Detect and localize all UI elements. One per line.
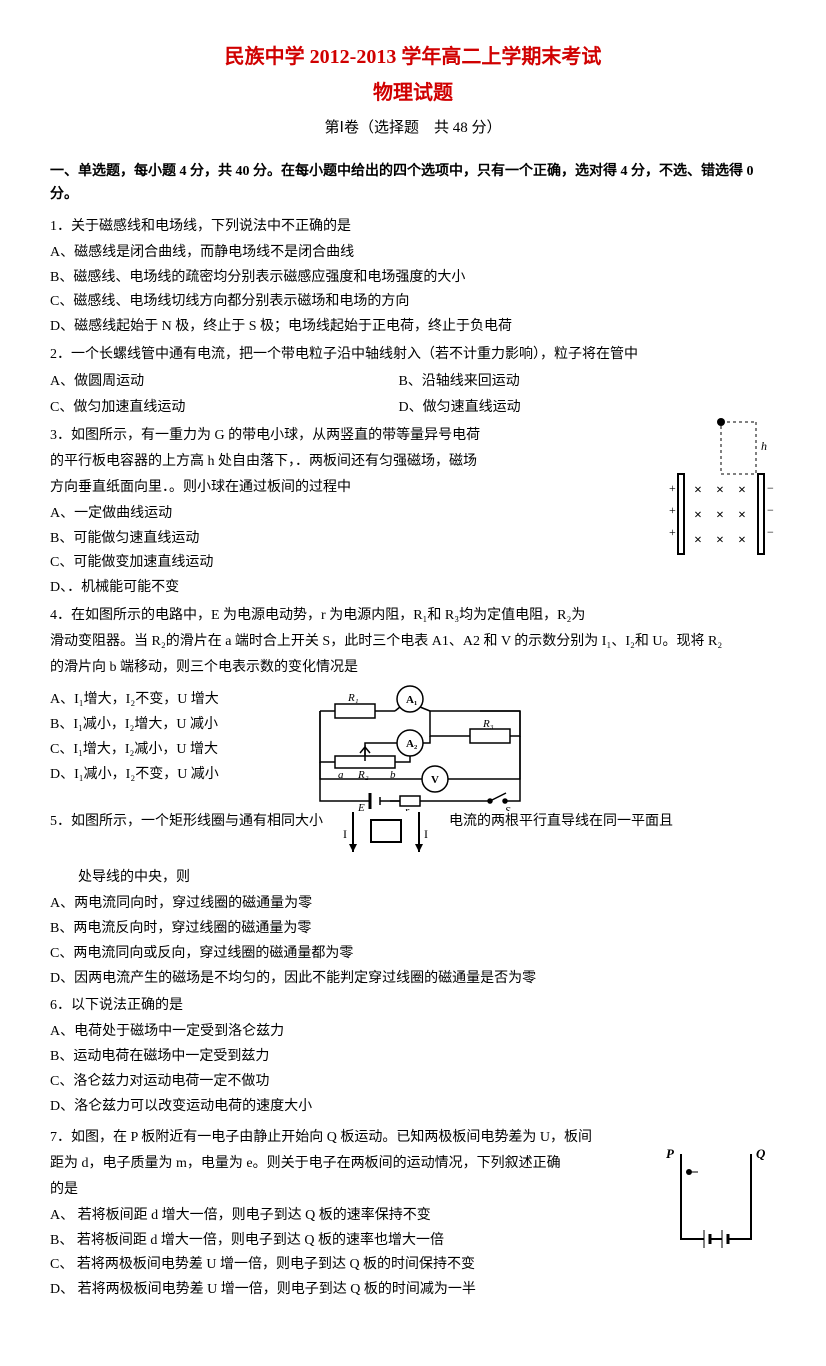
q3-opt-d: D、．机械能可能不变 bbox=[50, 576, 656, 600]
q2-opt-c: C、做匀加速直线运动 bbox=[50, 396, 398, 420]
svg-text:h: h bbox=[761, 439, 767, 453]
svg-text:×: × bbox=[716, 483, 724, 498]
q4-stem-3: 的滑片向 b 端移动，则三个电表示数的变化情况是 bbox=[50, 656, 776, 680]
q5-opt-c: C、两电流同向或反向，穿过线圈的磁通量都为零 bbox=[50, 942, 776, 966]
q5-opt-a: A、两电流同向时，穿过线圈的磁通量为零 bbox=[50, 892, 776, 916]
svg-text:×: × bbox=[738, 508, 746, 523]
q7-opt-d: D、 若将两极板间电势差 U 增一倍，则电子到达 Q 板的时间减为一半 bbox=[50, 1278, 646, 1302]
q3-stem-2: 的平行板电容器的上方高 h 处自由落下，．两板间还有匀强磁场，磁场 bbox=[50, 450, 656, 474]
q2-opt-a: A、做圆周运动 bbox=[50, 370, 398, 394]
q6-opt-d: D、洛仑兹力可以改变运动电荷的速度大小 bbox=[50, 1095, 776, 1119]
q3-opt-c: C、可能做变加速直线运动 bbox=[50, 551, 656, 575]
svg-text:V: V bbox=[431, 774, 439, 786]
svg-text:−: − bbox=[767, 525, 774, 539]
q2-opt-b: B、沿轴线来回运动 bbox=[398, 370, 746, 394]
q2-stem: 2．一个长螺线管中通有电流，把一个带电粒子沿中轴线射入（若不计重力影响），粒子将… bbox=[50, 343, 776, 367]
q3-stem-1: 3．如图所示，有一重力为 G 的带电小球，从两竖直的带等量异号电荷 bbox=[50, 424, 656, 448]
q1-stem: 1．关于磁感线和电场线，下列说法中不正确的是 bbox=[50, 215, 776, 239]
q3-stem-3: 方向垂直纸面向里．。则小球在通过板间的过程中 bbox=[50, 476, 656, 500]
svg-text:R₂: R₂ bbox=[357, 769, 369, 781]
q5-stem-1b: 电流的两根平行直导线在同一平面且 bbox=[449, 810, 776, 834]
q1-opt-b: B、磁感线、电场线的疏密均分别表示磁感应强度和电场强度的大小 bbox=[50, 266, 776, 290]
q4-stem-2: 滑动变阻器。当 R₂的滑片在 a 端时合上开关 S，此时三个电表 A1、A2 和… bbox=[50, 630, 776, 654]
question-3: h + + + − − − × × × × × × × × × 3．如图所示，有一重力为 G… bbox=[50, 424, 776, 600]
instructions: 一、单选题，每小题 4 分，共 40 分。在每小题中给出的四个选项中，只有一个正… bbox=[50, 160, 776, 208]
q6-opt-a: A、电荷处于磁场中一定受到洛仑兹力 bbox=[50, 1020, 776, 1044]
title-line1: 民族中学 2012-2013 学年高二上学期末考试 bbox=[50, 40, 776, 74]
svg-text:−: − bbox=[767, 503, 774, 517]
q7-opt-b: B、 若将板间距 d 增大一倍，则电子到达 Q 板的速率也增大一倍 bbox=[50, 1229, 646, 1253]
svg-text:I: I bbox=[343, 827, 347, 841]
svg-text:A₂: A₂ bbox=[406, 738, 418, 750]
q4-figure: R₁ A₁ R₃ A₂ a R₂ b V E r S bbox=[310, 681, 530, 811]
question-7: P Q 7．如图，在 P 板附近有一电子由静止开始向 Q 板运动。已知两极板间电… bbox=[50, 1126, 776, 1302]
q7-stem-3: 的是 bbox=[50, 1178, 646, 1202]
q7-stem-1: 7．如图，在 P 板附近有一电子由静止开始向 Q 板运动。已知两极板间电势差为 … bbox=[50, 1126, 646, 1150]
q7-opt-a: A、 若将板间距 d 增大一倍，则电子到达 Q 板的速率保持不变 bbox=[50, 1204, 646, 1228]
svg-text:R₃: R₃ bbox=[482, 718, 494, 730]
q6-opt-b: B、运动电荷在磁场中一定受到兹力 bbox=[50, 1045, 776, 1069]
svg-text:+: + bbox=[669, 525, 676, 539]
q7-figure: P Q bbox=[656, 1144, 776, 1254]
svg-text:×: × bbox=[738, 483, 746, 498]
question-4: 4．在如图所示的电路中，E 为电源电动势，r 为电源内阻，R₁和 R₃均为定值电… bbox=[50, 604, 776, 804]
question-6: 6．以下说法正确的是 A、电荷处于磁场中一定受到洛仑兹力 B、运动电荷在磁场中一… bbox=[50, 994, 776, 1118]
title-line2: 物理试题 bbox=[50, 76, 776, 110]
svg-text:a: a bbox=[338, 769, 344, 781]
svg-text:×: × bbox=[694, 533, 702, 548]
q3-figure: h + + + − − − × × × × × × × × × bbox=[666, 414, 776, 564]
svg-text:×: × bbox=[738, 533, 746, 548]
q5-opt-d: D、因两电流产生的磁场是不均匀的，因此不能判定穿过线圈的磁通量是否为零 bbox=[50, 967, 776, 991]
q1-opt-d: D、磁感线起始于 N 极，终止于 S 极；电场线起始于正电荷，终止于负电荷 bbox=[50, 315, 776, 339]
q7-opt-c: C、 若将两极板间电势差 U 增一倍，则电子到达 Q 板的时间保持不变 bbox=[50, 1253, 646, 1277]
q1-opt-c: C、磁感线、电场线切线方向都分别表示磁场和电场的方向 bbox=[50, 290, 776, 314]
q5-figure: I I bbox=[323, 808, 449, 865]
q5-opt-b: B、两电流反向时，穿过线圈的磁通量为零 bbox=[50, 917, 776, 941]
q4-stem-1: 4．在如图所示的电路中，E 为电源电动势，r 为电源内阻，R₁和 R₃均为定值电… bbox=[50, 604, 776, 628]
section-label: 第Ⅰ卷（选择题 共 48 分） bbox=[50, 116, 776, 142]
question-1: 1．关于磁感线和电场线，下列说法中不正确的是 A、磁感线是闭合曲线，而静电场线不… bbox=[50, 215, 776, 339]
svg-text:R₁: R₁ bbox=[347, 692, 359, 704]
q3-opt-b: B、可能做匀速直线运动 bbox=[50, 527, 656, 551]
question-2: 2．一个长螺线管中通有电流，把一个带电粒子沿中轴线射入（若不计重力影响），粒子将… bbox=[50, 343, 776, 420]
svg-text:+: + bbox=[669, 503, 676, 517]
q5-stem-1a: 5．如图所示，一个矩形线圈与通有相同大小 bbox=[50, 810, 323, 834]
q6-opt-c: C、洛仑兹力对运动电荷一定不做功 bbox=[50, 1070, 776, 1094]
q3-opt-a: A、一定做曲线运动 bbox=[50, 502, 656, 526]
svg-text:P: P bbox=[666, 1146, 675, 1161]
svg-text:×: × bbox=[694, 508, 702, 523]
svg-text:I: I bbox=[424, 827, 428, 841]
svg-text:−: − bbox=[767, 481, 774, 495]
svg-text:Q: Q bbox=[756, 1146, 766, 1161]
svg-text:b: b bbox=[390, 769, 396, 781]
svg-text:A₁: A₁ bbox=[406, 694, 417, 706]
question-5: 5．如图所示，一个矩形线圈与通有相同大小 I I 电流的两根平行直导线在同一平面… bbox=[50, 808, 776, 991]
svg-text:+: + bbox=[669, 481, 676, 495]
q6-stem: 6．以下说法正确的是 bbox=[50, 994, 776, 1018]
q7-stem-2: 距为 d，电子质量为 m，电量为 e。则关于电子在两板间的运动情况，下列叙述正确 bbox=[50, 1152, 646, 1176]
svg-text:×: × bbox=[716, 533, 724, 548]
q5-stem-2: 处导线的中央，则 bbox=[50, 866, 776, 890]
q1-opt-a: A、磁感线是闭合曲线，而静电场线不是闭合曲线 bbox=[50, 241, 776, 265]
svg-text:×: × bbox=[694, 483, 702, 498]
svg-text:×: × bbox=[716, 508, 724, 523]
